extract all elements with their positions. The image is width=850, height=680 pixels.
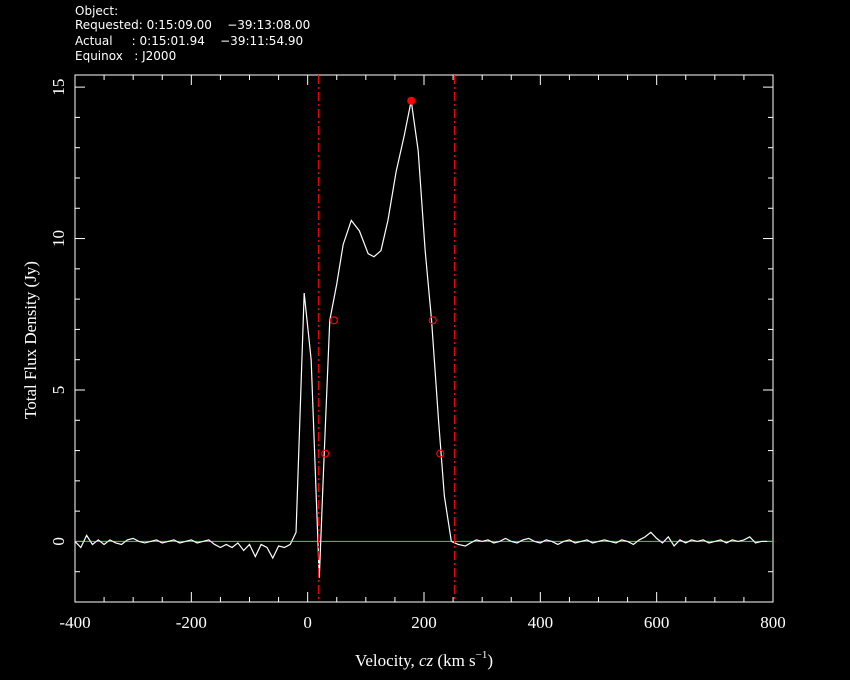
x-tick-label: -200: [176, 613, 207, 632]
x-tick-label: 400: [528, 613, 554, 632]
header-line: Actual : 0:15:01.94 −39:11:54.90: [75, 34, 303, 48]
y-axis-label: Total Flux Density (Jy): [21, 261, 40, 419]
width-point: [321, 449, 330, 458]
x-label-part: −1: [476, 649, 488, 661]
x-tick-label: 800: [760, 613, 786, 632]
x-axis-label: Velocity, cz (km s−1): [355, 649, 493, 670]
x-tick-label: 600: [644, 613, 670, 632]
y-tick-label: 10: [49, 230, 68, 247]
y-tick-label: 15: [49, 79, 68, 96]
x-tick-label: 0: [303, 613, 312, 632]
header-line: Requested: 0:15:09.00 −39:13:08.00: [75, 18, 310, 32]
y-tick-label: 0: [49, 537, 68, 546]
width-point: [329, 316, 338, 325]
header-line: Object:: [75, 4, 118, 18]
peak-point: [407, 96, 416, 105]
x-tick-label: 200: [411, 613, 437, 632]
y-tick-label: 5: [49, 386, 68, 395]
width-point: [428, 316, 437, 325]
x-label-part: Velocity,: [355, 651, 419, 670]
x-tick-label: -400: [59, 613, 90, 632]
width-point: [436, 449, 445, 458]
x-label-part: (km s: [433, 651, 476, 670]
x-label-part: ): [487, 651, 493, 670]
header-line: Equinox : J2000: [75, 49, 176, 63]
x-label-part: cz: [419, 651, 434, 670]
spectrum-line: [74, 100, 768, 578]
plot-frame: [74, 74, 774, 603]
